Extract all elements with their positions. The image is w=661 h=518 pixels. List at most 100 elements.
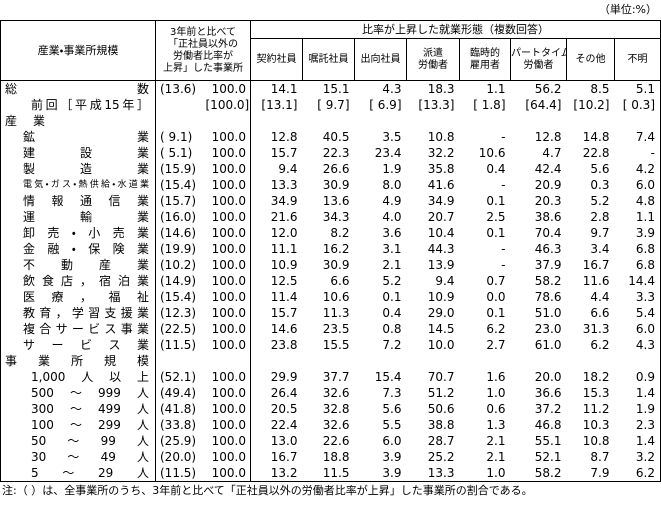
value-cell: 26.6 — [322, 162, 350, 176]
total-cell: 100.0 — [205, 177, 251, 193]
form-header-line: その他 — [575, 53, 606, 65]
form-header-line: パートタイム — [511, 47, 567, 59]
value-cell: 2.1 — [486, 434, 506, 448]
value-cell: 13.9 — [427, 258, 455, 272]
share-cell: (10.2) — [160, 258, 197, 272]
value-cell: 13.3 — [270, 178, 298, 192]
empty-cell — [156, 97, 206, 113]
empty-cell — [511, 353, 567, 369]
value-cell: 15.4 — [374, 370, 402, 384]
form-header-line: 嘱託社員 — [308, 53, 349, 65]
value-cell: 36.6 — [534, 386, 562, 400]
value-cell: 6.8 — [614, 241, 661, 257]
value-cell: 8.7 — [590, 450, 610, 464]
value-cell: 1.1 — [486, 82, 506, 96]
value-cell: 18.8 — [322, 450, 350, 464]
value-cell: 20.9 — [534, 178, 562, 192]
value-cell: 3.1 — [382, 242, 402, 256]
table-row: 50～99人 (25.9) 100.0 13.0 22.6 6.0 28.7 2.1 55.1 1… — [0, 433, 661, 449]
value-cell: 4.4 — [590, 290, 610, 304]
row-label: 教育，学習支援業 — [0, 305, 156, 321]
value-cell: 15.1 — [322, 82, 350, 96]
value-cell: 22.8 — [582, 146, 610, 160]
value-cell: 0.1 — [486, 226, 506, 240]
empty-cell — [407, 353, 460, 369]
value-cell: 22.3 — [322, 146, 350, 160]
value-cell: 4.3 — [614, 337, 661, 353]
value-cell: 35.8 — [427, 162, 455, 176]
table-row: 前回［平成15年］ [100.0] [13.1] [ 9.7] [ 6.9] [13.3]… — [0, 97, 661, 113]
data-table: 産業・事業所規模 3年前と比べて 「正社員以外の 労働者比率が 上昇」した事業所 比率… — [0, 20, 661, 482]
row-label: 複合サービス事業 — [0, 321, 156, 337]
ratio-header-line: 「正社員以外の — [168, 38, 238, 50]
value-cell: 34.9 — [427, 194, 455, 208]
table-row: 製造業 (15.9) 100.0 9.4 26.6 1.9 35.8 0.4 42.4 5.6 4.… — [0, 161, 661, 177]
value-cell: 1.0 — [459, 465, 511, 482]
value-cell: 16.7 — [270, 450, 298, 464]
section-title: 事業所規模 — [0, 353, 156, 369]
value-cell: 38.6 — [534, 210, 562, 224]
value-cell: 15.7 — [270, 146, 298, 160]
value-cell: 11.5 — [302, 465, 355, 482]
value-cell: 3.9 — [614, 225, 661, 241]
total-cell: 100.0 — [205, 209, 251, 225]
total-cell: 100.0 — [205, 80, 251, 97]
value-cell: [ 1.8] — [473, 98, 506, 112]
value-cell: 30.9 — [322, 178, 350, 192]
value-cell: 0.3 — [590, 178, 610, 192]
total-cell: 100.0 — [205, 145, 251, 161]
value-cell: 14.8 — [582, 130, 610, 144]
value-cell: 6.0 — [614, 321, 661, 337]
value-cell: 3.9 — [382, 450, 402, 464]
value-cell: 16.7 — [582, 258, 610, 272]
total-cell: 100.0 — [205, 193, 251, 209]
row-label: 飲食店，宿泊業 — [0, 273, 156, 289]
value-cell: 5.1 — [614, 80, 661, 97]
form-header-line: 不明 — [627, 53, 648, 65]
value-cell: 4.2 — [614, 161, 661, 177]
value-cell: 61.0 — [534, 338, 562, 352]
value-cell: 20.7 — [427, 210, 455, 224]
form-header-line: 労働者 — [523, 59, 554, 71]
value-cell: 4.3 — [382, 82, 402, 96]
row-label: 50～99人 — [0, 433, 156, 449]
value-cell: - — [501, 258, 506, 272]
empty-cell — [614, 113, 661, 129]
note: 注:（ ）は、全事業所のうち、3年前と比べて「正社員以外の労働者比率が上昇」した… — [2, 484, 533, 497]
table-row: サービス業 (11.5) 100.0 23.8 15.5 7.2 10.0 2.7 61.0 6.… — [0, 337, 661, 353]
value-cell: 20.0 — [534, 370, 562, 384]
value-cell: [64.4] — [525, 98, 562, 112]
total-cell: 100.0 — [205, 465, 251, 482]
value-cell: 2.3 — [614, 417, 661, 433]
share-cell: (16.0) — [160, 210, 197, 224]
value-cell: [13.1] — [261, 98, 298, 112]
empty-cell — [251, 353, 303, 369]
share-cell: (41.8) — [160, 402, 197, 416]
value-cell: 22.4 — [270, 418, 298, 432]
value-cell: 10.6 — [478, 146, 506, 160]
value-cell: 1.9 — [614, 401, 661, 417]
value-cell: 1.6 — [486, 370, 506, 384]
share-cell: ( 9.1) — [160, 130, 193, 144]
value-cell: 12.8 — [270, 130, 298, 144]
value-cell: 44.3 — [427, 242, 455, 256]
share-cell: (52.1) — [160, 370, 197, 384]
value-cell: 1.4 — [614, 433, 661, 449]
value-cell: - — [501, 178, 506, 192]
value-cell: 10.9 — [270, 258, 298, 272]
value-cell: 30.9 — [322, 258, 350, 272]
value-cell: 12.5 — [270, 274, 298, 288]
value-cell: 6.2 — [614, 465, 661, 482]
value-cell: 10.8 — [582, 434, 610, 448]
value-cell: [ 9.7] — [317, 98, 350, 112]
value-cell: 10.3 — [582, 418, 610, 432]
value-cell: 29.9 — [270, 370, 298, 384]
value-cell: 4.9 — [382, 194, 402, 208]
value-cell: 3.6 — [382, 226, 402, 240]
value-cell: 1.3 — [486, 418, 506, 432]
total-cell: 100.0 — [205, 129, 251, 145]
total-cell: 100.0 — [205, 321, 251, 337]
value-cell: 37.2 — [534, 402, 562, 416]
table-row: 不動産業 (10.2) 100.0 10.9 30.9 2.1 13.9 - 37.9 16.7 6… — [0, 257, 661, 273]
